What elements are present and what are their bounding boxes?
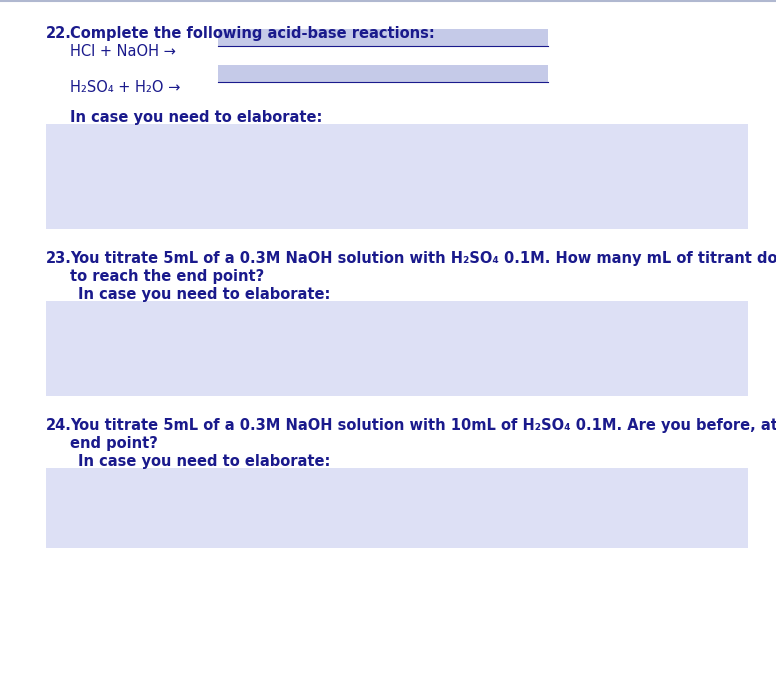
Text: Complete the following acid-base reactions:: Complete the following acid-base reactio… <box>70 26 435 41</box>
FancyBboxPatch shape <box>46 468 748 548</box>
Text: H₂SO₄ + H₂O →: H₂SO₄ + H₂O → <box>70 80 180 95</box>
Text: In case you need to elaborate:: In case you need to elaborate: <box>70 110 322 125</box>
FancyBboxPatch shape <box>218 65 548 82</box>
Text: 22.: 22. <box>46 26 72 41</box>
Text: You titrate 5mL of a 0.3M NaOH solution with H₂SO₄ 0.1M. How many mL of titrant : You titrate 5mL of a 0.3M NaOH solution … <box>70 251 776 266</box>
FancyBboxPatch shape <box>218 29 548 46</box>
FancyBboxPatch shape <box>46 124 748 229</box>
Text: In case you need to elaborate:: In case you need to elaborate: <box>78 454 331 469</box>
Text: 23.: 23. <box>46 251 72 266</box>
Text: HCl + NaOH →: HCl + NaOH → <box>70 44 176 59</box>
Text: In case you need to elaborate:: In case you need to elaborate: <box>78 287 331 302</box>
Text: to reach the end point?: to reach the end point? <box>70 269 265 284</box>
Text: You titrate 5mL of a 0.3M NaOH solution with 10mL of H₂SO₄ 0.1M. Are you before,: You titrate 5mL of a 0.3M NaOH solution … <box>70 418 776 433</box>
Text: end point?: end point? <box>70 436 158 451</box>
Text: 24.: 24. <box>46 418 72 433</box>
FancyBboxPatch shape <box>46 301 748 396</box>
